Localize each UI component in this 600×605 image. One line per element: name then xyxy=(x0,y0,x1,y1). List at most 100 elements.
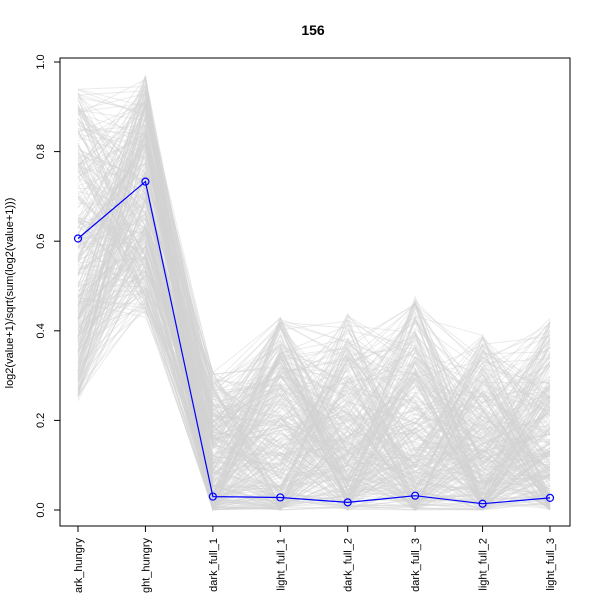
background-line xyxy=(77,256,551,505)
background-line xyxy=(77,152,551,507)
y-tick-label: 0.8 xyxy=(35,144,47,159)
background-line xyxy=(77,129,551,508)
background-line xyxy=(77,123,551,509)
background-line xyxy=(77,219,551,499)
background-line xyxy=(77,93,551,492)
background-line xyxy=(77,124,551,511)
background-line xyxy=(77,95,551,510)
background-line xyxy=(77,305,551,511)
background-line xyxy=(77,89,551,486)
data-point xyxy=(411,491,420,500)
background-line xyxy=(77,118,551,509)
background-line xyxy=(77,142,551,504)
background-line xyxy=(77,108,551,510)
background-line xyxy=(77,138,551,504)
background-line xyxy=(77,297,551,511)
background-line xyxy=(77,233,551,493)
background-line xyxy=(77,275,551,499)
x-tick-label: ark_hungry xyxy=(73,538,85,594)
background-line xyxy=(77,90,551,480)
background-line xyxy=(77,217,551,505)
background-line xyxy=(77,145,551,507)
background-line xyxy=(77,98,551,511)
background-line xyxy=(77,212,551,510)
background-line xyxy=(77,146,551,505)
background-line xyxy=(77,220,551,494)
background-line xyxy=(77,132,551,511)
background-line xyxy=(77,272,551,502)
background-line xyxy=(77,92,551,506)
background-line xyxy=(77,121,551,508)
background-line xyxy=(77,260,551,504)
background-line xyxy=(77,192,551,508)
background-line xyxy=(77,98,551,506)
background-line xyxy=(77,269,551,512)
background-line xyxy=(77,270,551,505)
background-line xyxy=(77,166,551,487)
background-line xyxy=(77,129,551,509)
background-line xyxy=(77,209,551,504)
background-line xyxy=(77,175,551,502)
background-line xyxy=(77,114,551,484)
background-line xyxy=(77,244,551,499)
y-tick-label: 0.2 xyxy=(35,413,47,428)
background-line xyxy=(77,105,551,507)
background-line xyxy=(77,93,551,511)
background-line xyxy=(77,127,551,501)
background-line xyxy=(77,77,551,500)
background-line xyxy=(77,196,551,483)
background-line xyxy=(77,240,551,510)
background-line xyxy=(77,236,551,509)
background-line xyxy=(77,244,551,500)
background-line xyxy=(77,124,551,503)
background-line xyxy=(77,162,551,468)
background-series-group xyxy=(77,73,551,512)
background-line xyxy=(77,128,551,508)
background-line xyxy=(77,164,551,511)
background-line xyxy=(77,96,551,495)
background-line xyxy=(77,309,551,505)
background-line xyxy=(77,102,551,501)
background-line xyxy=(77,139,551,507)
background-line xyxy=(77,98,551,499)
background-line xyxy=(77,296,551,505)
background-line xyxy=(77,171,551,507)
background-line xyxy=(77,122,551,509)
background-line xyxy=(77,100,551,510)
background-line xyxy=(77,167,551,511)
background-line xyxy=(77,181,551,480)
background-line xyxy=(77,80,551,497)
background-line xyxy=(77,239,551,508)
background-line xyxy=(77,109,551,511)
background-line xyxy=(77,87,551,511)
background-line xyxy=(77,99,551,508)
background-line xyxy=(77,225,551,511)
background-line xyxy=(77,134,551,478)
background-line xyxy=(77,276,551,510)
background-line xyxy=(77,215,551,510)
background-line xyxy=(77,156,551,504)
background-line xyxy=(77,133,551,476)
background-line xyxy=(77,198,551,510)
background-line xyxy=(77,285,551,505)
background-line xyxy=(77,218,551,490)
x-tick-label: dark_full_1 xyxy=(208,538,220,592)
background-line xyxy=(77,195,551,508)
background-line xyxy=(77,256,551,510)
background-line xyxy=(77,75,551,510)
background-line xyxy=(77,225,551,509)
background-line xyxy=(77,218,551,510)
background-line xyxy=(77,103,551,498)
data-point xyxy=(208,492,217,501)
background-line xyxy=(77,191,551,505)
background-line xyxy=(77,170,551,499)
chart-title: 156 xyxy=(301,22,325,38)
background-line xyxy=(77,118,551,499)
background-line xyxy=(77,219,551,494)
background-line xyxy=(77,160,551,508)
background-line xyxy=(77,302,551,487)
background-line xyxy=(77,154,551,506)
background-line xyxy=(77,177,551,508)
background-line xyxy=(77,122,551,506)
